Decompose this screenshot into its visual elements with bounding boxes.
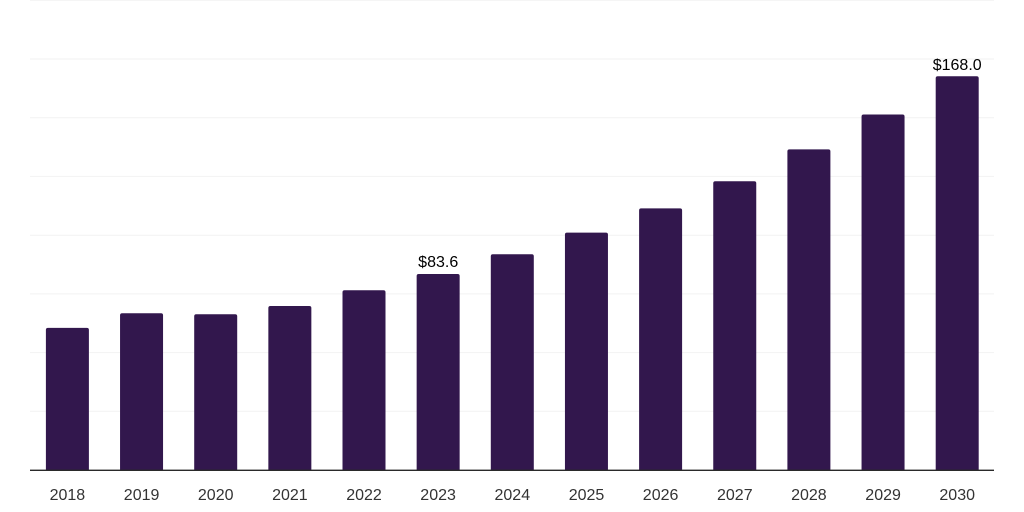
svg-text:2027: 2027 <box>717 487 753 504</box>
svg-text:$168.0: $168.0 <box>933 57 982 74</box>
svg-text:2029: 2029 <box>865 487 901 504</box>
svg-text:$83.6: $83.6 <box>418 254 458 271</box>
svg-text:2020: 2020 <box>198 487 234 504</box>
svg-text:2028: 2028 <box>791 487 827 504</box>
svg-text:2025: 2025 <box>569 487 605 504</box>
svg-text:2019: 2019 <box>124 487 160 504</box>
svg-text:2030: 2030 <box>939 487 975 504</box>
svg-text:2022: 2022 <box>346 487 382 504</box>
svg-text:2023: 2023 <box>420 487 456 504</box>
svg-text:2021: 2021 <box>272 487 308 504</box>
svg-text:2024: 2024 <box>495 487 531 504</box>
svg-text:2018: 2018 <box>50 487 86 504</box>
svg-text:2026: 2026 <box>643 487 679 504</box>
